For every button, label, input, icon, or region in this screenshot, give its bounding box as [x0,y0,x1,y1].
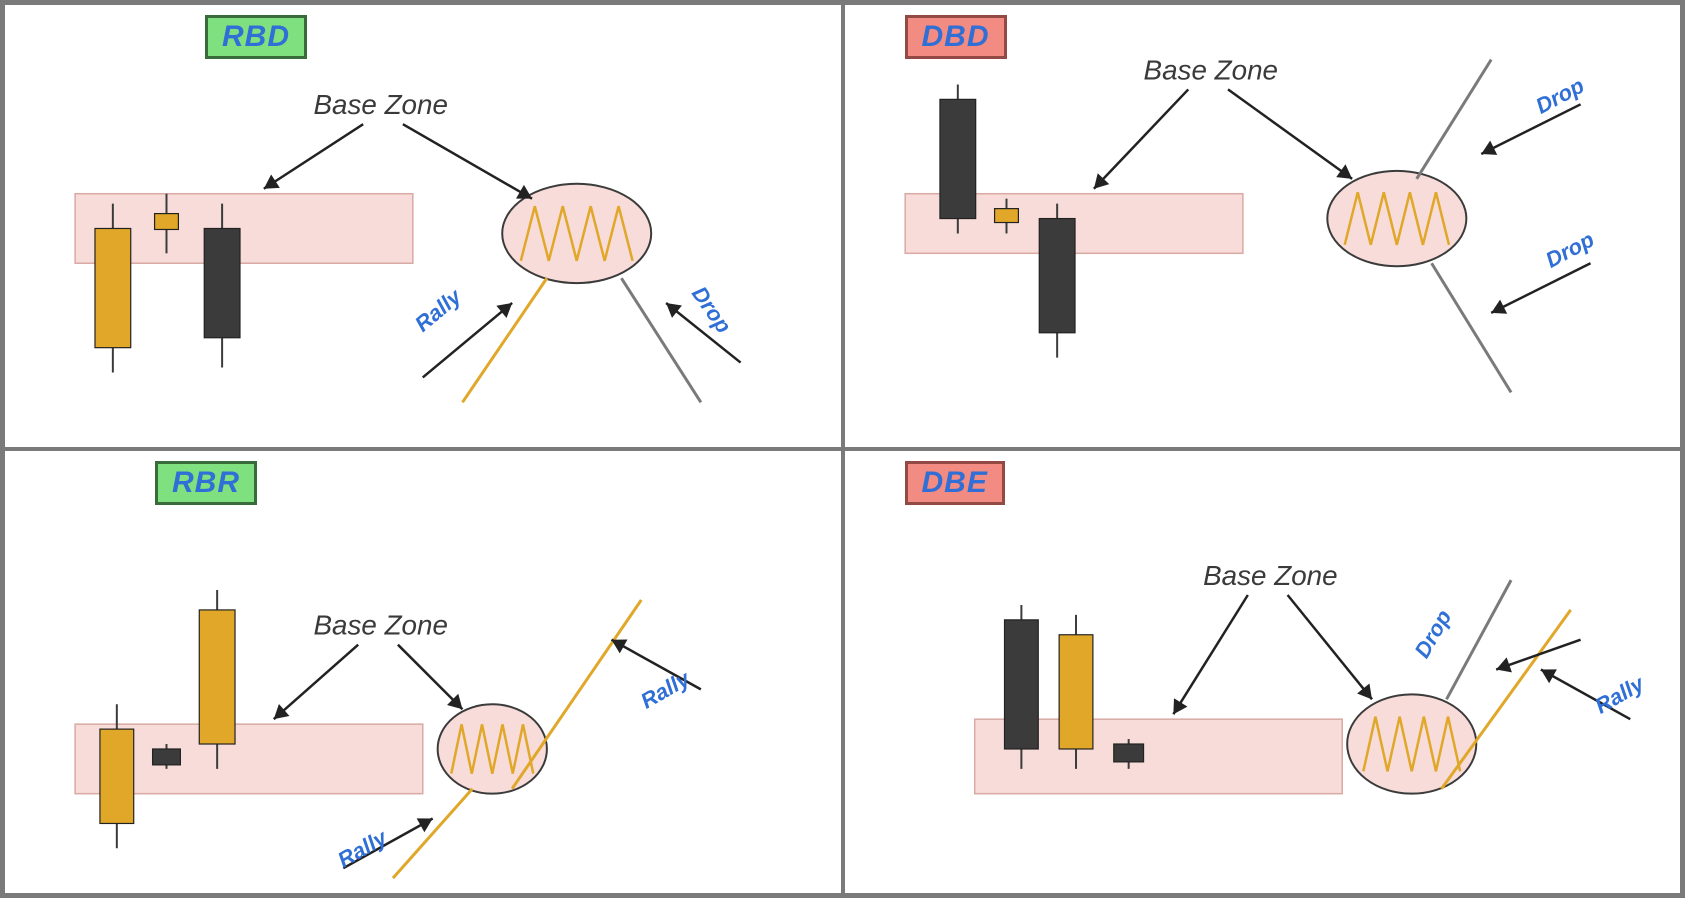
canvas-dbd: Base Zone Drop Drop [845,5,1681,447]
base-zone-label: Base Zone [313,89,447,120]
drop-label: Drop [1541,227,1598,273]
diagram-grid: RBD Base ZoneRallyDrop DBD Base ZoneDrop… [0,0,1685,898]
drop-line [1446,580,1511,699]
rally-line [462,278,546,402]
quad-dbd: DBD Base ZoneDropDrop [843,3,1683,449]
drop-label: Drop [1531,73,1588,119]
bear-candle [153,749,181,765]
base-ellipse [438,704,547,793]
base-ellipse [1347,694,1476,793]
bear-candle [204,228,240,337]
bear-candle [939,99,975,218]
base-ellipse [1327,171,1466,266]
bull-candle [155,214,179,230]
base-ellipse [502,184,651,283]
bull-candle [199,610,235,744]
bull-candle [95,228,131,347]
drop-label: Drop [687,282,737,338]
bull-candle [100,729,134,823]
bull-candle [994,209,1018,223]
rally-line [512,600,641,789]
quad-dbe: DBE Base ZoneDropRally [843,449,1683,895]
bear-candle [1004,620,1038,749]
quad-rbr: RBR Base ZoneRallyRally [3,449,843,895]
drop-label: Drop [1409,605,1456,662]
quad-rbd: RBD Base ZoneRallyDrop [3,3,843,449]
base-zone-label: Base Zone [1203,560,1337,591]
canvas-dbe: Base Zone Drop Rally [845,451,1681,893]
drop-line [1431,263,1510,392]
bull-candle [1059,635,1093,749]
rally-label: Rally [1590,670,1649,719]
base-zone-label: Base Zone [1143,54,1277,85]
rally-label: Rally [333,824,392,873]
rally-label: Rally [410,283,467,337]
drop-line [1416,60,1490,179]
bear-candle [1113,744,1143,762]
canvas-rbd: Base Zone Rally Drop [5,5,841,447]
rally-line [1441,610,1570,789]
bear-candle [1039,219,1075,333]
base-zone-label: Base Zone [313,610,447,641]
rally-label: Rally [636,665,695,714]
canvas-rbr: Base Zone Rally Rally [5,451,841,893]
